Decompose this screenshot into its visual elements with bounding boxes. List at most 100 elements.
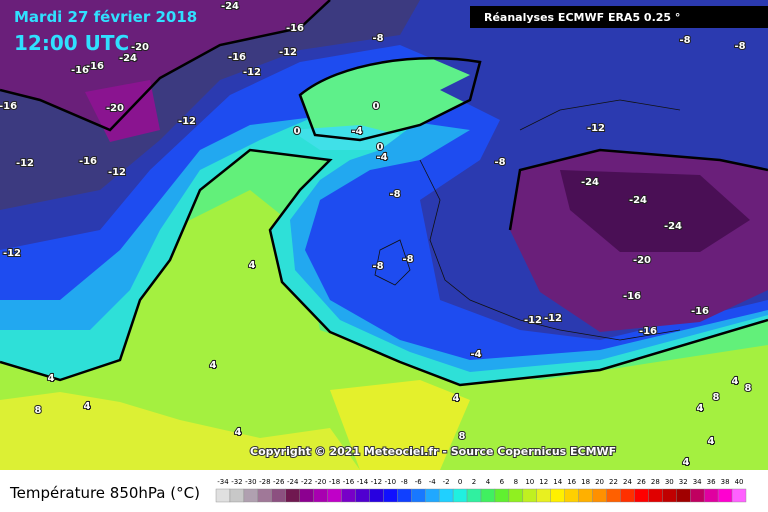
contour-label: -12 [243,67,261,78]
legend-tick-label: -22 [301,478,312,486]
legend-swatch [229,488,245,503]
legend-tick-label: 20 [595,478,604,486]
contour-label: 4 [708,436,715,447]
legend-swatch [508,488,524,503]
legend-swatch [285,488,300,503]
legend-swatch [606,488,621,503]
contour-label: -4 [376,152,387,163]
legend-swatch [703,488,719,503]
legend-tick-label: -32 [231,478,242,486]
legend-tick-label: -2 [443,478,450,486]
legend-swatch [411,488,426,503]
time: 12:00 UTC [14,31,129,55]
legend-swatch [494,488,510,503]
contour-label: 8 [459,431,466,442]
legend-swatch [438,488,454,503]
contour-label: -12 [279,47,297,58]
legend-tick-label: 2 [472,478,476,486]
contour-label: 8 [745,383,752,394]
contour-label: 4 [235,427,242,438]
contour-label: -20 [633,255,651,266]
contour-label: -24 [221,1,239,12]
contour-label: -8 [389,189,400,200]
legend-tick-label: -26 [273,478,285,486]
contour-label: -8 [734,41,745,52]
legend-tick-label: 14 [553,478,562,486]
contour-label: -8 [679,35,690,46]
legend-swatch [690,488,705,503]
legend-tick-label: 34 [693,478,702,486]
legend-swatch [369,488,384,503]
legend-swatch [536,488,551,503]
legend-swatch [550,488,565,503]
contour-label: 4 [210,360,217,371]
legend-swatch [717,488,733,503]
contour-label: -20 [131,42,149,53]
contour-label: 4 [84,401,91,412]
contour-label: 0 [294,126,301,137]
legend-swatch [397,488,412,503]
legend-swatch [425,488,440,503]
legend-tick-label: 24 [623,478,632,486]
contour-label: 8 [35,405,42,416]
source: Réanalyses ECMWF ERA5 0.25 ° [484,11,680,24]
contour-label: -16 [86,61,104,72]
contour-label: -16 [623,291,641,302]
legend-swatch [592,488,607,503]
contour-label: 8 [713,392,720,403]
legend-swatch [480,488,496,503]
legend-tick-label: -18 [329,478,340,486]
contour-label: -16 [639,326,657,337]
legend-swatch [522,488,537,503]
contour-label: 4 [732,376,739,387]
legend-tick-label: 0 [458,478,462,486]
legend-swatch [355,488,370,503]
legend-swatch [327,488,342,503]
contour-label: 0 [373,101,380,112]
legend-swatch [676,488,691,503]
contour-label: -8 [372,33,383,44]
legend-tick-label: 10 [525,478,534,486]
legend-swatch [578,488,593,503]
legend-swatch [564,488,579,503]
legend-tick-label: -24 [287,478,299,486]
contour-label: -16 [286,23,304,34]
contour-label: -8 [372,261,383,272]
legend-swatch [257,488,272,503]
legend-tick-label: 6 [500,478,505,486]
contour-label: -8 [494,157,505,168]
contour-label: -12 [3,248,21,259]
legend-swatch [383,488,398,503]
legend-tick-label: 36 [707,478,716,486]
legend-swatch [731,488,747,503]
contour-label: -24 [664,221,682,232]
legend-tick-label: 8 [514,478,518,486]
legend-swatch [271,488,286,503]
legend-swatch [243,488,259,503]
legend-tick-label: 38 [721,478,730,486]
contour-label: -4 [470,349,481,360]
legend-tick-label: -30 [245,478,256,486]
contour-label: -12 [524,315,542,326]
legend-tick-label: 4 [486,478,491,486]
date: Mardi 27 février 2018 [14,8,197,26]
contour-label: -16 [228,52,246,63]
legend-tick-label: 28 [651,478,660,486]
legend-swatch [452,488,468,503]
legend-swatch [648,488,663,503]
contour-label: -12 [16,158,34,169]
contour-label: -16 [0,101,17,112]
legend-tick-label: 18 [581,478,590,486]
contour-label: -12 [178,116,196,127]
contour-label: 0 [377,142,384,153]
contour-label: 4 [697,403,704,414]
legend-tick-label: 22 [609,478,618,486]
contour-label: -12 [108,167,126,178]
legend-swatch [215,488,231,503]
legend-swatch [299,488,314,503]
copyright: Copyright © 2021 Meteociel.fr - Source C… [250,445,616,458]
legend-swatch [634,488,649,503]
legend-swatch [313,488,328,503]
contour-label: -20 [106,103,124,114]
